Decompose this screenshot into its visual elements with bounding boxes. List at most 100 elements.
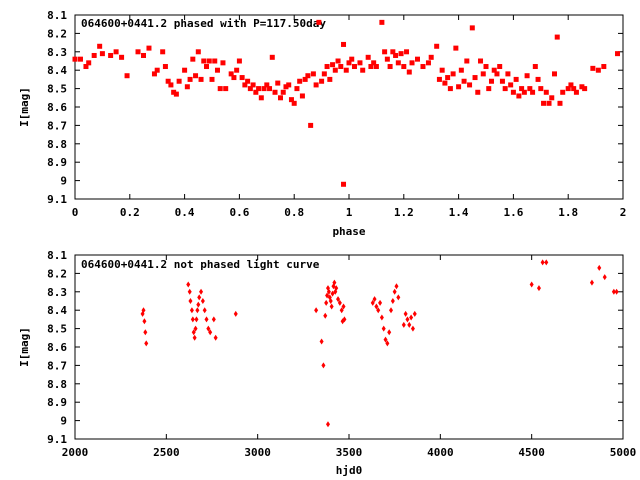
unphased-data-point	[387, 329, 392, 336]
unphased-data-point	[326, 288, 331, 295]
phased-data-point	[190, 56, 196, 62]
phased-data-point	[458, 67, 464, 73]
phased-data-point	[146, 45, 152, 51]
phased-data-point	[335, 58, 341, 64]
phased-data-point	[261, 86, 267, 92]
phased-data-point	[332, 67, 338, 73]
phased-data-point	[420, 64, 426, 70]
unphased-data-point	[233, 310, 238, 317]
phased-y-axis-title: I[mag]	[18, 87, 31, 127]
phased-data-point	[535, 76, 541, 82]
phased-data-point	[338, 64, 344, 70]
phased-data-point	[524, 73, 530, 79]
phased-data-point	[280, 89, 286, 95]
unphased-data-point	[199, 288, 204, 295]
phased-data-point	[275, 80, 281, 86]
phased-data-point	[560, 89, 566, 95]
unphased-data-point	[392, 288, 397, 295]
unphased-data-point	[321, 362, 326, 369]
phased-data-point	[253, 89, 259, 95]
unphased-data-point	[197, 294, 202, 301]
unphased-data-point	[378, 299, 383, 306]
phased-x-axis-title: phase	[332, 225, 365, 238]
phased-data-point	[288, 97, 294, 103]
phased-data-point	[488, 78, 494, 84]
unphased-data-point	[193, 325, 198, 332]
phased-data-point	[499, 78, 505, 84]
phased-data-point	[86, 60, 92, 66]
phased-x-tick-label: 1.6	[503, 206, 523, 219]
unphased-data-point	[188, 298, 193, 304]
unphased-light-curve-chart: 064600+0441.2 not phased light curve hjd…	[18, 249, 636, 477]
phased-data-point	[234, 67, 240, 73]
phased-data-point	[171, 89, 177, 95]
phased-data-point	[193, 73, 199, 79]
phased-data-point	[538, 86, 544, 92]
unphased-data-point	[410, 325, 415, 332]
phased-x-tick-label: 0.4	[175, 206, 195, 219]
unphased-y-tick-label: 8.3	[47, 286, 67, 299]
unphased-data-point	[403, 310, 408, 317]
phased-data-point	[357, 60, 363, 66]
phased-data-point	[187, 76, 193, 82]
phased-y-tick-label: 8.7	[47, 119, 67, 132]
unphased-x-tick-label: 2000	[62, 446, 89, 459]
phased-data-point	[267, 86, 273, 92]
phased-data-point	[97, 43, 103, 49]
phased-x-tick-label: 1.8	[558, 206, 578, 219]
phased-data-point	[124, 73, 130, 79]
unphased-data-point	[376, 307, 381, 314]
unphased-data-point	[385, 340, 390, 347]
phased-data-point	[228, 71, 234, 77]
unphased-data-point	[383, 336, 388, 343]
unphased-data-point	[394, 283, 399, 290]
phased-data-point	[541, 100, 547, 106]
phased-data-point	[453, 45, 459, 51]
unphased-data-point	[614, 288, 619, 295]
phased-data-point	[308, 122, 314, 128]
phased-data-point	[220, 60, 226, 66]
phased-y-tick-label: 8.5	[47, 83, 67, 96]
phased-data-point	[368, 64, 374, 70]
phased-y-tick-label: 8.1	[47, 9, 67, 22]
phased-data-point	[382, 49, 388, 55]
phased-data-points	[72, 19, 621, 187]
phased-data-point	[324, 64, 330, 70]
phased-data-point	[195, 49, 201, 55]
phased-data-point	[510, 89, 516, 95]
phased-data-point	[135, 49, 141, 55]
phased-data-point	[615, 51, 621, 57]
phased-data-point	[552, 71, 557, 77]
phased-data-point	[483, 64, 489, 70]
phased-data-point	[291, 100, 297, 106]
unphased-data-point	[536, 285, 541, 292]
phased-data-point	[319, 78, 325, 84]
phased-data-point	[502, 86, 508, 92]
unphased-y-tick-label: 8.7	[47, 359, 67, 372]
phased-data-point	[256, 86, 262, 92]
phased-x-tick-label: 0	[72, 206, 79, 219]
phased-data-point	[480, 71, 486, 77]
unphased-data-point	[319, 338, 324, 345]
phased-data-point	[160, 49, 166, 55]
phased-data-point	[428, 54, 434, 60]
phased-data-point	[390, 49, 396, 55]
unphased-y-tick-label: 8.4	[47, 304, 67, 317]
unphased-data-point	[189, 307, 194, 314]
phased-data-point	[165, 78, 171, 84]
unphased-data-point	[401, 321, 406, 328]
phased-data-point	[182, 67, 188, 73]
unphased-data-point	[324, 299, 329, 306]
unphased-data-point	[337, 299, 342, 306]
phased-data-point	[209, 76, 215, 82]
phased-data-point	[409, 60, 415, 66]
phased-data-point	[239, 75, 245, 81]
phased-data-point	[387, 64, 393, 70]
phased-data-point	[554, 34, 560, 40]
phased-data-point	[568, 82, 574, 88]
unphased-data-point	[374, 303, 379, 310]
phased-x-tick-label: 2	[620, 206, 627, 219]
phased-data-point	[447, 86, 453, 92]
phased-data-point	[360, 67, 366, 73]
unphased-data-point	[206, 325, 211, 332]
